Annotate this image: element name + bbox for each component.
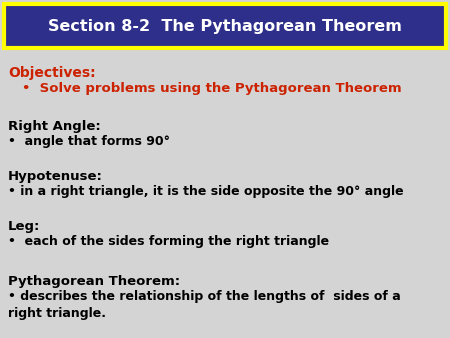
Text: •  angle that forms 90°: • angle that forms 90° bbox=[8, 135, 170, 148]
Text: Section 8-2  The Pythagorean Theorem: Section 8-2 The Pythagorean Theorem bbox=[48, 19, 402, 33]
Text: Pythagorean Theorem:: Pythagorean Theorem: bbox=[8, 275, 180, 288]
Text: Leg:: Leg: bbox=[8, 220, 40, 233]
Text: Objectives:: Objectives: bbox=[8, 66, 95, 80]
Text: • describes the relationship of the lengths of  sides of a
right triangle.: • describes the relationship of the leng… bbox=[8, 290, 401, 320]
Text: •  each of the sides forming the right triangle: • each of the sides forming the right tr… bbox=[8, 235, 329, 248]
Text: Hypotenuse:: Hypotenuse: bbox=[8, 170, 103, 183]
FancyBboxPatch shape bbox=[4, 4, 446, 48]
Text: •  Solve problems using the Pythagorean Theorem: • Solve problems using the Pythagorean T… bbox=[22, 82, 401, 95]
Text: Right Angle:: Right Angle: bbox=[8, 120, 101, 133]
Text: • in a right triangle, it is the side opposite the 90° angle: • in a right triangle, it is the side op… bbox=[8, 185, 404, 198]
